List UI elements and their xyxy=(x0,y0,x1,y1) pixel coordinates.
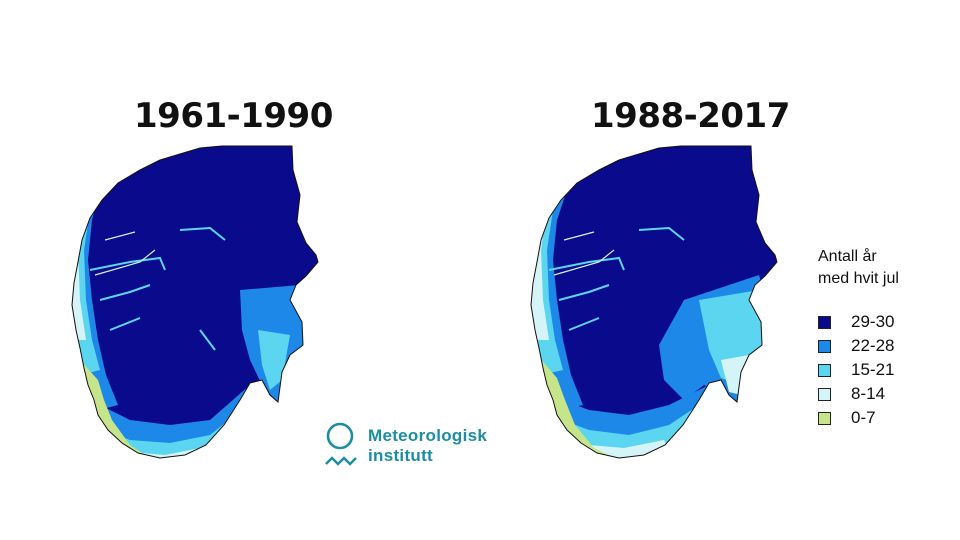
legend-label: 15-21 xyxy=(851,360,895,379)
legend-item: 8-14 xyxy=(818,383,899,405)
met-logo-line2: institutt xyxy=(368,446,434,465)
legend-swatch xyxy=(818,387,831,401)
norway-map-1988-2017 xyxy=(531,146,777,458)
met-logo-icon xyxy=(325,422,357,466)
legend-label: 29-30 xyxy=(851,312,895,331)
legend-swatch xyxy=(818,315,831,329)
legend-items: 29-30 22-28 15-21 8-14 0-7 xyxy=(818,311,899,429)
legend-title-line2: med hvit jul xyxy=(818,270,899,287)
legend-swatch xyxy=(818,363,831,377)
met-logo-line1: Meteorologisk xyxy=(368,426,488,445)
legend-title-line1: Antall år xyxy=(818,248,877,265)
legend-item: 0-7 xyxy=(818,407,899,429)
coastline-right xyxy=(530,145,778,459)
legend-title: Antall år med hvit jul xyxy=(818,246,899,290)
legend-swatch xyxy=(818,411,831,425)
legend: Antall år med hvit jul 29-30 22-28 15-21 8-… xyxy=(818,246,899,431)
legend-swatch xyxy=(818,339,831,353)
norway-map-1961-1990 xyxy=(72,146,318,458)
legend-item: 29-30 xyxy=(818,311,899,333)
met-logo: Meteorologisk institutt xyxy=(324,420,487,477)
legend-item: 15-21 xyxy=(818,359,899,381)
period-title-1961-1990: 1961-1990 xyxy=(134,96,333,136)
period-title-1988-2017: 1988-2017 xyxy=(591,96,790,136)
legend-item: 22-28 xyxy=(818,335,899,357)
met-logo-text: Meteorologisk institutt xyxy=(368,426,487,466)
coastline-left xyxy=(71,145,319,459)
legend-label: 8-14 xyxy=(851,384,886,403)
legend-label: 22-28 xyxy=(851,336,895,355)
legend-label: 0-7 xyxy=(851,408,876,427)
